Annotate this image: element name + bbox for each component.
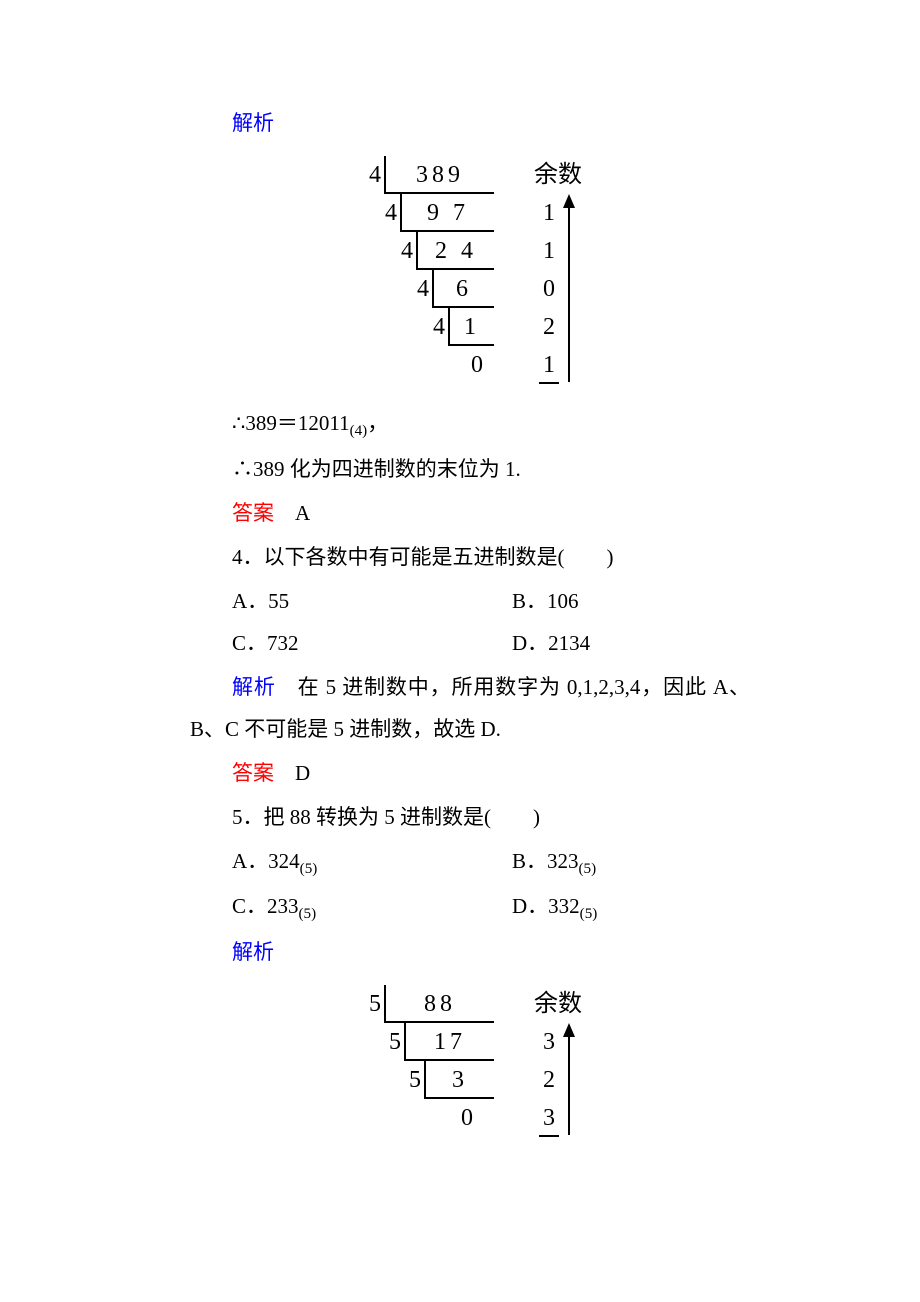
q5-analysis-heading: 解析 (190, 931, 750, 973)
q5-option-d: D．332(5) (470, 885, 750, 929)
remainder: 3 (539, 1099, 559, 1137)
remainder: 1 (539, 346, 559, 384)
q4-option-d: D．2134 (470, 622, 750, 664)
subscript: (5) (580, 906, 598, 922)
remainder-header: 余数 (534, 156, 582, 194)
subscript: (4) (350, 423, 368, 439)
q4-answer-line: 答案 D (190, 752, 750, 794)
divisor: 4 (422, 303, 448, 351)
ladder-right: 余数 1 1 0 2 1 (534, 156, 582, 384)
q5-option-a: A．324(5) (190, 840, 470, 884)
remainder: 0 (539, 270, 559, 308)
remainder-header: 余数 (534, 985, 582, 1023)
dividend-final: 0 (444, 1099, 494, 1137)
subscript: (5) (299, 906, 317, 922)
analysis-label: 解析 (232, 111, 274, 135)
remainder: 2 (539, 308, 559, 346)
dividend: 389 (384, 156, 494, 194)
q3-answer-line: 答案 A (190, 492, 750, 534)
answer-label: 答案 (232, 501, 274, 525)
subscript: (5) (300, 862, 318, 878)
analysis-label: 解析 (232, 940, 274, 964)
ladder-left: 4 389 4 9 7 4 2 4 4 6 4 1 0 (358, 156, 494, 384)
analysis-heading: 解析 (190, 102, 750, 144)
dividend-final: 0 (464, 346, 494, 384)
subscript: (5) (579, 862, 597, 878)
q3-conclusion2: ∴389 化为四进制数的末位为 1. (190, 448, 750, 490)
q5-option-b: B．323(5) (470, 840, 750, 884)
remainder: 3 (539, 1023, 559, 1061)
q3-answer: A (295, 501, 310, 525)
remainder: 2 (539, 1061, 559, 1099)
q4-option-b: B．106 (470, 580, 750, 622)
arrow-up-icon (561, 1023, 577, 1137)
q4-stem: 4．以下各数中有可能是五进制数是( ) (190, 536, 750, 578)
divisor: 5 (398, 1056, 424, 1104)
remainder: 1 (539, 194, 559, 232)
ladder-left: 5 88 5 17 5 3 0 (358, 985, 494, 1137)
q5-division-ladder: 5 88 5 17 5 3 0 余数 3 2 3 (190, 985, 750, 1137)
q5-options: A．324(5) B．323(5) C．233(5) D．332(5) (190, 840, 750, 929)
dividend: 3 (424, 1061, 494, 1099)
q4-answer: D (295, 761, 310, 785)
arrow-up-icon (561, 194, 577, 384)
q4-options: A．55 B．106 C．732 D．2134 (190, 580, 750, 664)
q5-option-c: C．233(5) (190, 885, 470, 929)
q3-conclusion1: ∴389＝12011(4)， (190, 402, 750, 446)
dividend: 1 (448, 308, 494, 346)
remainder: 1 (539, 232, 559, 270)
q5-stem: 5．把 88 转换为 5 进制数是( ) (190, 796, 750, 838)
analysis-label: 解析 (232, 675, 276, 699)
answer-label: 答案 (232, 761, 274, 785)
q3-division-ladder: 4 389 4 9 7 4 2 4 4 6 4 1 0 (190, 156, 750, 384)
q4-option-a: A．55 (190, 580, 470, 622)
q4-option-c: C．732 (190, 622, 470, 664)
q4-analysis: 解析 在 5 进制数中，所用数字为 0,1,2,3,4，因此 A、B、C 不可能… (190, 666, 750, 750)
ladder-right: 余数 3 2 3 (534, 985, 582, 1137)
